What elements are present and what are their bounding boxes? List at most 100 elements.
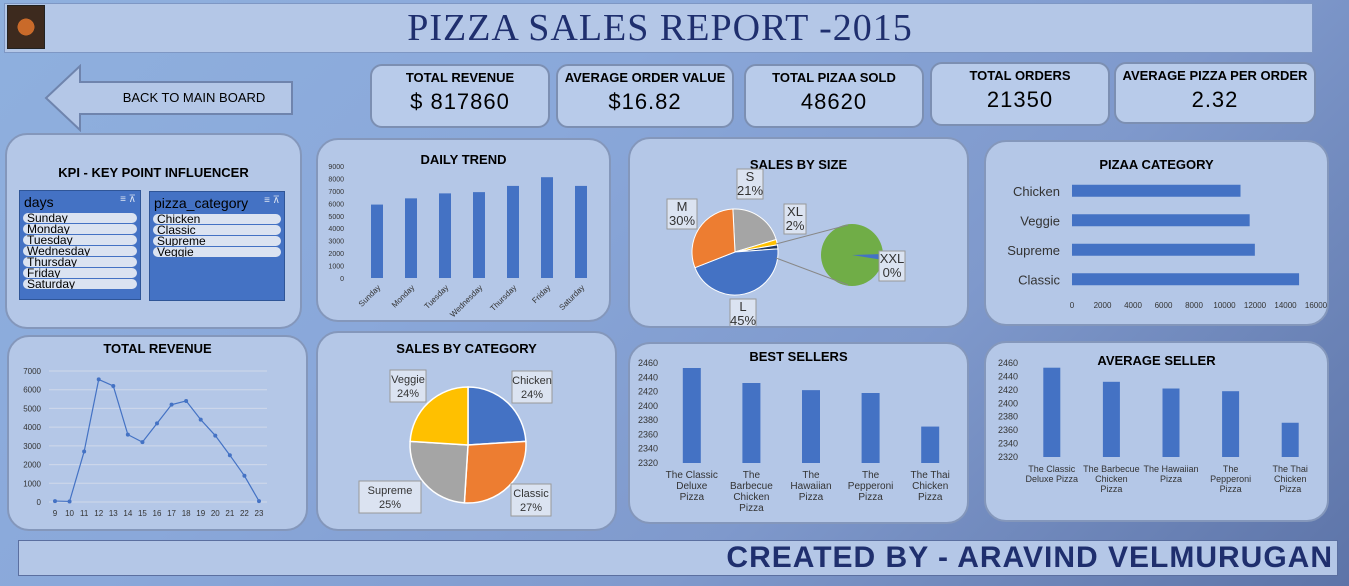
slicer-item[interactable]: Thursday — [23, 257, 137, 267]
pizza-logo-icon — [7, 5, 45, 49]
slicer-item[interactable]: Saturday — [23, 279, 137, 289]
sales-by-size-panel: SALES BY SIZE S 21% M 30% XL 2% L 45% XXL 0% — [628, 137, 969, 328]
bar — [1102, 381, 1120, 457]
data-label-box — [878, 250, 906, 282]
y-tick-label: 1000 — [328, 264, 344, 271]
x-tick-label: Chicken — [912, 481, 948, 492]
x-tick-label: Saturday — [557, 283, 586, 312]
pizza-category-slicer[interactable]: pizza_category ≡ ⊼ Chicken Classic Supre… — [149, 191, 285, 301]
x-tick-label: The — [802, 470, 820, 481]
data-label: 25% — [379, 499, 401, 511]
y-tick-label: 0 — [37, 498, 42, 507]
x-tick-label: 8000 — [1185, 301, 1203, 310]
data-label: Classic — [513, 488, 549, 500]
slicer-item[interactable]: Supreme — [153, 236, 281, 246]
x-tick-label: Hawaiian — [790, 481, 831, 492]
average-seller-panel: AVERAGE SELLER 2320 2340 2360 2380 2400 2420 2… — [984, 341, 1329, 522]
x-tick-label: The Classic — [666, 470, 718, 481]
x-tick-label: Pizza — [1279, 484, 1301, 494]
slicer-item[interactable]: Friday — [23, 268, 137, 278]
y-tick-label: 4000 — [23, 423, 41, 432]
bar — [405, 198, 417, 278]
connector-line — [775, 257, 849, 286]
sales-by-category-panel: SALES BY CATEGORY Chicken 24% Classic 27% Su… — [316, 331, 617, 531]
data-label: 21% — [737, 183, 763, 198]
bar — [507, 185, 519, 278]
data-point — [257, 499, 261, 504]
data-point — [227, 453, 232, 458]
x-tick-label: Pizza — [858, 492, 883, 503]
data-label-box — [389, 369, 427, 403]
bar — [1072, 214, 1250, 227]
kpi-label: TOTAL REVENUE — [405, 70, 515, 85]
y-tick-label: 7000 — [328, 189, 344, 196]
y-tick-label: 5000 — [23, 404, 41, 413]
footer-credit: CREATED BY - ARAVIND VELMURUGAN — [726, 541, 1333, 574]
y-tick-label: 6000 — [23, 386, 41, 395]
bar — [1072, 184, 1241, 197]
x-tick-label: 10 — [65, 509, 74, 518]
slicer-item[interactable]: Tuesday — [23, 235, 137, 245]
bar — [921, 426, 940, 463]
slicer-item[interactable]: Classic — [153, 225, 281, 235]
x-tick-label: The — [862, 470, 880, 481]
slicer-item[interactable]: Wednesday — [23, 246, 137, 256]
x-tick-label: Friday — [530, 283, 552, 305]
title-bar — [4, 3, 1313, 53]
data-point — [198, 417, 203, 422]
slicer-item[interactable]: Veggie — [153, 247, 281, 257]
filter-icon[interactable]: ≡ ⊼ — [264, 195, 280, 206]
y-tick-label: 3000 — [23, 442, 41, 451]
kpi-value: 2.32 — [1191, 87, 1239, 112]
data-point — [213, 433, 218, 438]
slicer-item[interactable]: Sunday — [23, 213, 137, 223]
data-label-box — [510, 483, 552, 517]
slicer-item[interactable]: Chicken — [153, 214, 281, 224]
kpi-total-pizza-sold: TOTAL PIZAA SOLD 48620 — [744, 64, 924, 128]
slicer-title: pizza_category — [154, 195, 249, 211]
pie-slice — [694, 248, 779, 296]
y-tick-label: Classic — [1018, 272, 1060, 287]
x-tick-label: 19 — [196, 509, 205, 518]
bar — [473, 192, 485, 278]
x-tick-label: 18 — [182, 509, 191, 518]
slicer-item[interactable]: Monday — [23, 224, 137, 234]
footer-bar: CREATED BY - ARAVIND VELMURUGAN — [18, 540, 1338, 576]
x-tick-label: 4000 — [1124, 301, 1142, 310]
back-to-main-board-button[interactable]: BACK TO MAIN BOARD — [44, 64, 294, 132]
kpi-average-order-value: AVERAGE ORDER VALUE $16.82 — [556, 64, 734, 128]
kpi-value: $16.82 — [608, 89, 682, 114]
x-tick-label: Deluxe Pizza — [1026, 474, 1079, 484]
bar — [541, 177, 553, 278]
x-tick-label: 9 — [53, 509, 58, 518]
bar — [1043, 367, 1061, 457]
y-tick-label: 2340 — [998, 439, 1018, 449]
y-tick-label: 2360 — [638, 429, 658, 439]
data-point — [242, 473, 247, 478]
x-tick-label: 16000 — [1305, 301, 1327, 310]
x-tick-label: The Thai — [911, 470, 950, 481]
bar — [1222, 391, 1240, 457]
data-label: Chicken — [512, 375, 552, 387]
days-slicer[interactable]: days ≡ ⊼ Sunday Monday Tuesday Wednesday… — [19, 190, 141, 300]
data-label: L — [739, 299, 746, 314]
x-tick-label: Monday — [390, 283, 416, 309]
best-sellers-chart: 2320 2340 2360 2380 2400 2420 2440 2460 The Clas… — [638, 358, 950, 514]
pie-slice — [409, 386, 469, 446]
data-point — [140, 440, 145, 445]
data-label: 24% — [521, 389, 543, 401]
y-tick-label: 4000 — [328, 226, 344, 233]
total-revenue-panel: TOTAL REVENUE 0 1000 2000 3000 4000 5000 6000 7… — [7, 335, 308, 531]
panel-title: SALES BY CATEGORY — [396, 341, 537, 356]
bar — [439, 193, 451, 278]
x-tick-label: The Barbecue — [1083, 464, 1140, 474]
y-tick-label: 7000 — [23, 367, 41, 376]
data-label-box — [783, 203, 807, 235]
filter-icon[interactable]: ≡ ⊼ — [120, 194, 136, 205]
kpi-label: TOTAL ORDERS — [969, 68, 1071, 83]
data-point — [82, 449, 87, 454]
slicer-header: pizza_category ≡ ⊼ — [150, 192, 284, 214]
y-tick-label: Veggie — [1020, 213, 1060, 228]
x-tick-label: Pepperoni — [848, 481, 894, 492]
pie-slice — [852, 254, 884, 260]
